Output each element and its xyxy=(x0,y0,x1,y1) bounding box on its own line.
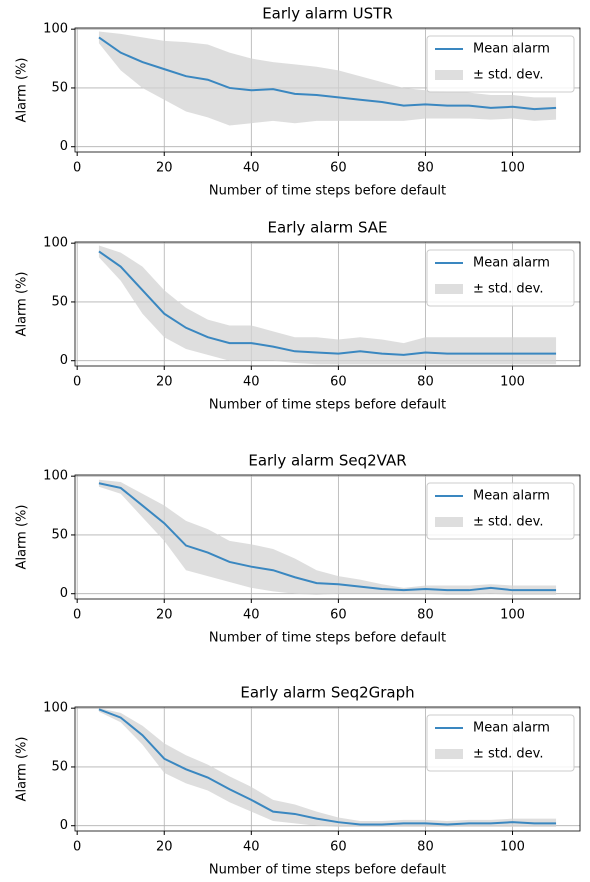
x-tick-label: 80 xyxy=(417,840,434,855)
y-tick-label: 50 xyxy=(51,294,68,309)
std-band xyxy=(98,708,557,827)
legend-swatch xyxy=(435,284,463,294)
legend-swatch xyxy=(435,749,463,759)
mean-line xyxy=(98,482,557,592)
legend-label: ± std. dev. xyxy=(473,747,543,762)
x-tick-label: 80 xyxy=(417,608,434,623)
y-axis-label: Alarm (%) xyxy=(15,272,30,337)
chart-title: Early alarm SAE xyxy=(267,219,387,237)
y-tick-label: 50 xyxy=(51,759,68,774)
x-tick-label: 20 xyxy=(156,840,173,855)
legend-label: ± std. dev. xyxy=(473,68,543,83)
y-tick-label: 0 xyxy=(60,586,68,601)
x-tick-label: 80 xyxy=(417,375,434,390)
y-tick-label: 100 xyxy=(43,22,68,37)
std-band xyxy=(98,479,557,595)
x-tick-label: 80 xyxy=(417,161,434,176)
x-tick-label: 100 xyxy=(500,161,525,176)
x-axis-label: Number of time steps before default xyxy=(209,631,446,646)
y-axis-label: Alarm (%) xyxy=(15,737,30,802)
plot-frame xyxy=(74,27,581,153)
legend-swatch xyxy=(435,70,463,80)
x-tick-label: 20 xyxy=(156,161,173,176)
y-axis-label: Alarm (%) xyxy=(15,58,30,123)
legend-label: Mean alarm xyxy=(473,489,550,504)
legend-swatch xyxy=(435,517,463,527)
x-tick-label: 40 xyxy=(243,608,260,623)
x-tick-label: 0 xyxy=(73,375,81,390)
y-tick-label: 0 xyxy=(60,353,68,368)
x-axis-label: Number of time steps before default xyxy=(209,863,446,878)
y-tick-label: 50 xyxy=(51,527,68,542)
legend-label: Mean alarm xyxy=(473,42,550,57)
x-tick-label: 100 xyxy=(500,840,525,855)
legend-label: Mean alarm xyxy=(473,721,550,736)
std-band xyxy=(98,31,557,126)
x-tick-label: 60 xyxy=(330,608,347,623)
chart-title: Early alarm Seq2Graph xyxy=(240,684,414,702)
mean-line xyxy=(98,36,557,111)
x-tick-label: 20 xyxy=(156,608,173,623)
y-tick-label: 50 xyxy=(51,80,68,95)
chart-title: Early alarm Seq2VAR xyxy=(248,452,406,470)
y-tick-label: 0 xyxy=(60,139,68,154)
mean-line xyxy=(98,708,557,826)
legend-box xyxy=(426,35,575,93)
x-tick-label: 60 xyxy=(330,161,347,176)
x-axis-label: Number of time steps before default xyxy=(209,398,446,413)
x-tick-label: 40 xyxy=(243,840,260,855)
x-tick-label: 20 xyxy=(156,375,173,390)
x-tick-label: 0 xyxy=(73,840,81,855)
y-axis-label: Alarm (%) xyxy=(15,505,30,570)
x-tick-label: 60 xyxy=(330,840,347,855)
legend-box xyxy=(426,482,575,540)
legend-box xyxy=(426,714,575,772)
mean-line xyxy=(98,250,557,356)
plot-frame xyxy=(74,474,581,600)
x-tick-label: 0 xyxy=(73,608,81,623)
legend-label: ± std. dev. xyxy=(473,282,543,297)
x-axis-label: Number of time steps before default xyxy=(209,184,446,199)
x-tick-label: 100 xyxy=(500,375,525,390)
y-tick-label: 100 xyxy=(43,701,68,716)
plot-frame xyxy=(74,241,581,367)
y-tick-label: 100 xyxy=(43,236,68,251)
legend-box xyxy=(426,249,575,307)
x-tick-label: 100 xyxy=(500,608,525,623)
plot-frame xyxy=(74,706,581,832)
y-tick-label: 0 xyxy=(60,818,68,833)
y-tick-label: 100 xyxy=(43,469,68,484)
legend-label: ± std. dev. xyxy=(473,515,543,530)
x-tick-label: 40 xyxy=(243,375,260,390)
x-tick-label: 40 xyxy=(243,161,260,176)
x-tick-label: 0 xyxy=(73,161,81,176)
std-band xyxy=(98,245,557,365)
x-tick-label: 60 xyxy=(330,375,347,390)
chart-title: Early alarm USTR xyxy=(262,5,393,23)
legend-label: Mean alarm xyxy=(473,256,550,271)
